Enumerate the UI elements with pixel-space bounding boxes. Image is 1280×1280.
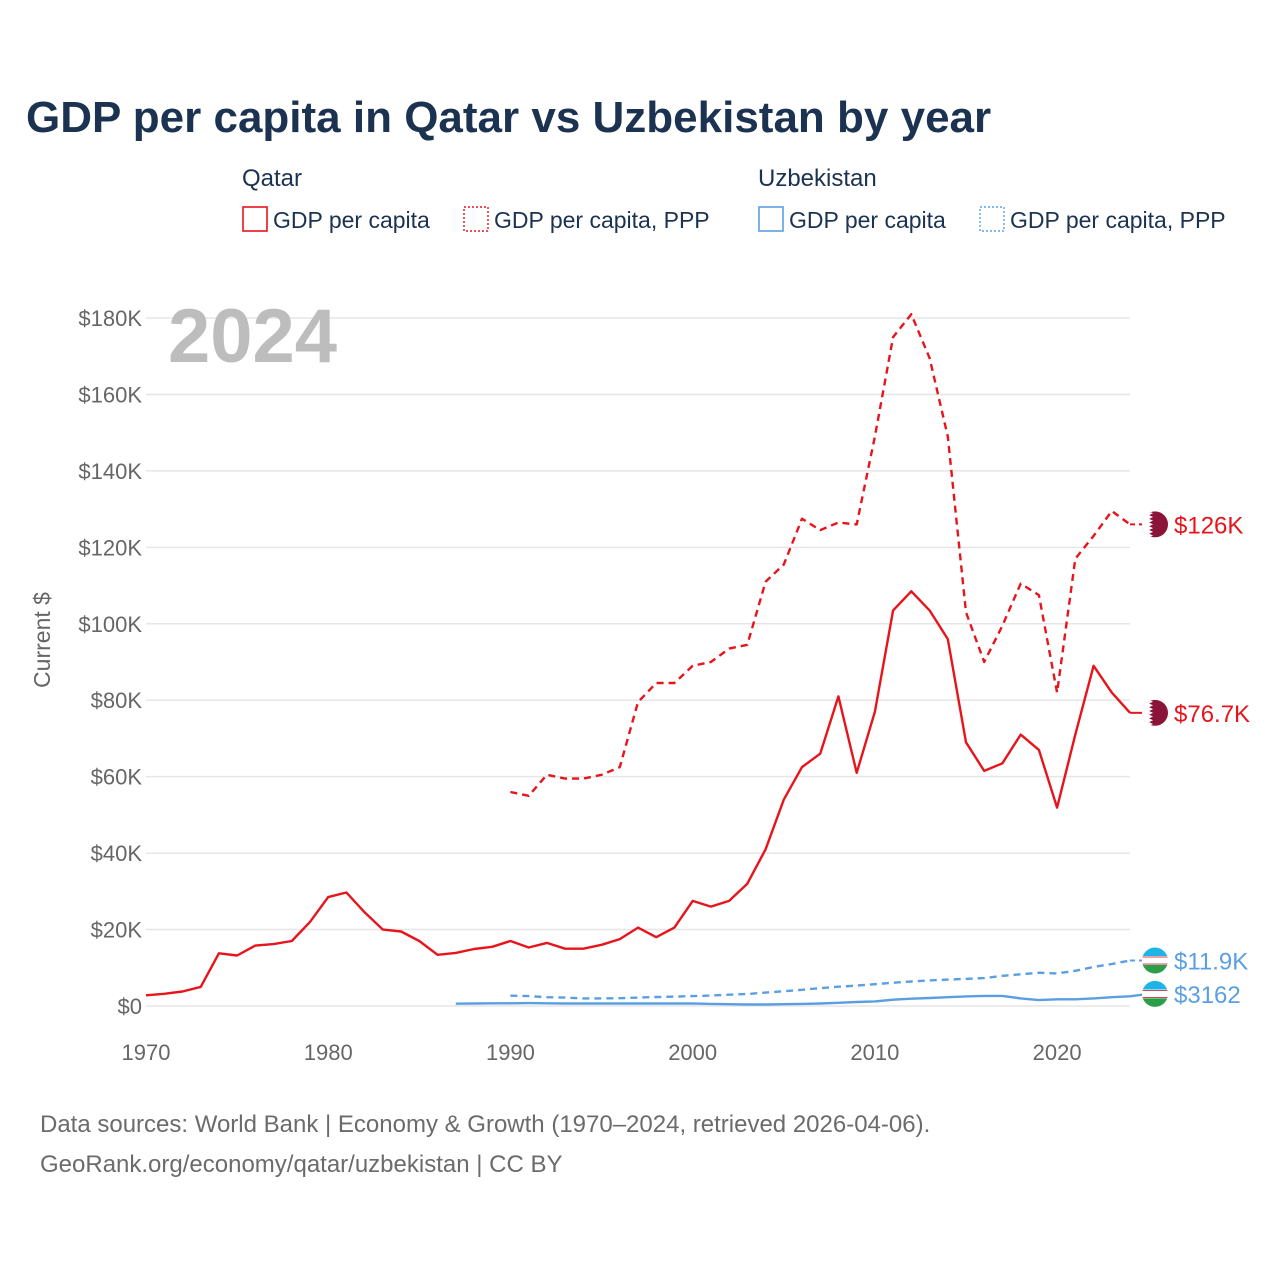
uzbekistan-flag-icon [1142,947,1168,974]
legend-group-qatar: Qatar [242,165,302,192]
y-tick-20k: $20K [91,918,143,943]
y-tick-40k: $40K [91,841,143,866]
x-tick-2010: 2010 [850,1040,899,1065]
legend-swatch-qatar-ppp [463,206,489,232]
legend-label-uzbekistan-ppp: GDP per capita, PPP [1010,207,1226,233]
x-tick-1980: 1980 [304,1040,353,1065]
end-label-uzbekistan-gdp: $3162 [1174,982,1241,1009]
series-line-uzbekistan-gdp [455,992,1149,1006]
series-line-qatar-gdp [145,590,1131,997]
y-axis-label: Current $ [29,592,55,688]
url-line: GeoRank.org/economy/qatar/uzbekistan | C… [40,1151,563,1178]
y-tick-100k: $100K [78,612,142,637]
series-line-qatar-ppp [510,313,1131,797]
y-tick-160k: $160K [78,382,142,407]
legend-label-qatar-gdp: GDP per capita [273,207,430,233]
source-line: Data sources: World Bank | Economy & Gro… [40,1111,930,1138]
y-tick-0: $0 [118,994,142,1019]
y-tick-180k: $180K [78,306,142,331]
uzbekistan-flag-icon [1142,980,1168,1007]
x-tick-2000: 2000 [668,1040,717,1065]
chart-title: GDP per capita in Qatar vs Uzbekistan by… [26,93,991,142]
qatar-flag-icon [1142,699,1168,726]
y-tick-80k: $80K [91,688,143,713]
y-tick-120k: $120K [78,535,142,560]
year-watermark: 2024 [168,294,337,379]
series-line-uzbekistan-ppp [510,959,1131,1000]
end-label-qatar-gdp: $76.7K [1174,701,1250,728]
series-group [145,313,1149,1006]
legend-swatch-uzbekistan-ppp [979,206,1005,232]
x-tick-1970: 1970 [122,1040,171,1065]
x-tick-2020: 2020 [1033,1040,1082,1065]
y-tick-140k: $140K [78,459,142,484]
legend-group-uzbekistan: Uzbekistan [758,165,877,192]
x-axis: 1970 1980 1990 2000 2010 2020 [122,1040,1082,1065]
x-tick-1990: 1990 [486,1040,535,1065]
end-markers: $76.7K $126K $3162 $11.9K [1130,511,1250,1009]
y-tick-60k: $60K [91,765,143,790]
y-axis: $0 $20K $40K $60K $80K $100K $120K $140K $160K $1… [78,306,142,1019]
legend: Qatar GDP per capita GDP per capita, PPP Uz… [242,165,1226,233]
end-label-uzbekistan-ppp: $11.9K [1174,949,1248,976]
legend-swatch-qatar-gdp [242,206,268,232]
legend-label-qatar-ppp: GDP per capita, PPP [494,207,710,233]
end-label-qatar-ppp: $126K [1174,512,1243,539]
qatar-flag-icon [1142,511,1168,538]
legend-label-uzbekistan-gdp: GDP per capita [789,207,946,233]
grid [146,317,1130,1007]
legend-swatch-uzbekistan-gdp [758,206,784,232]
